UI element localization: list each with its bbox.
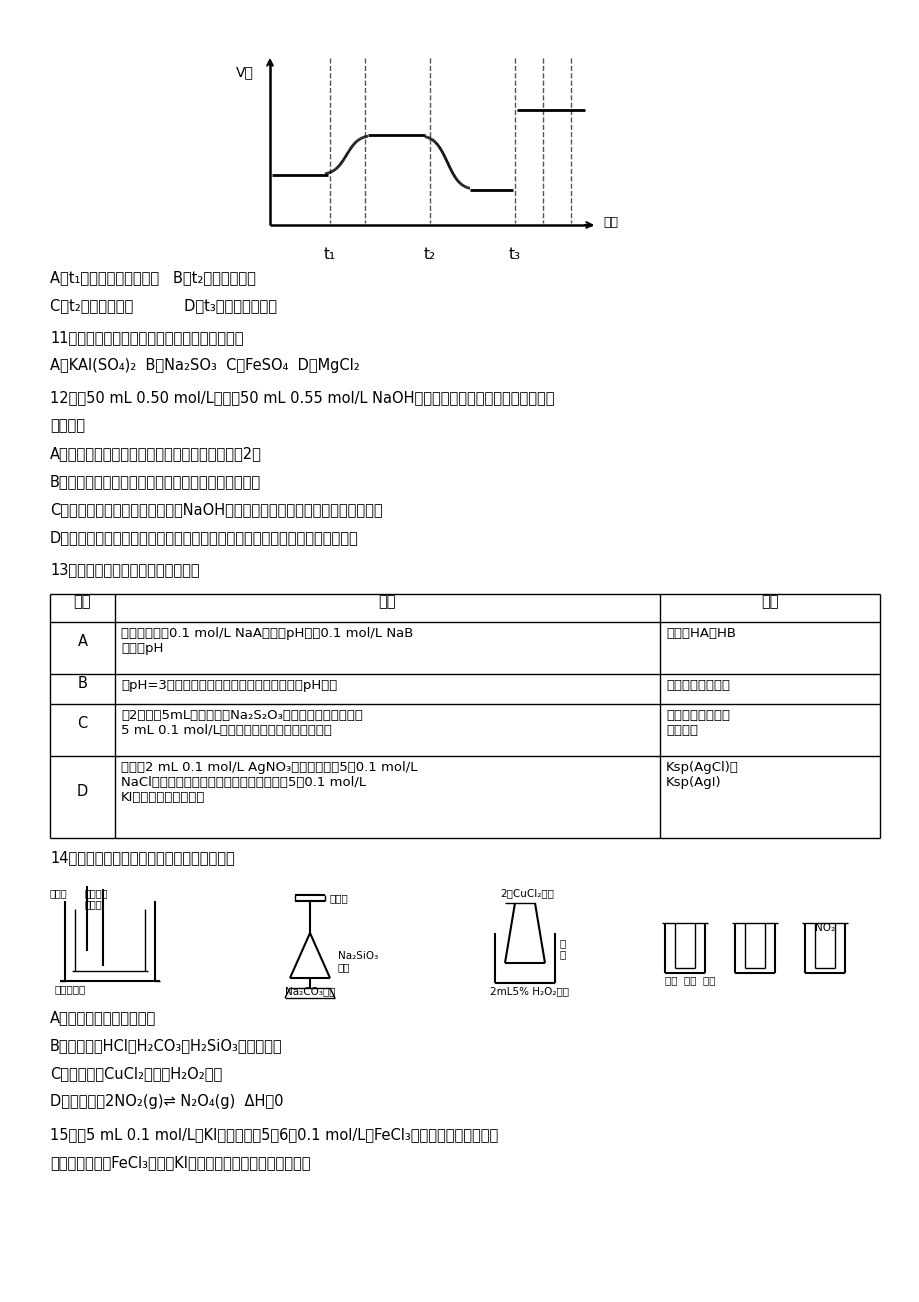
Text: A: A <box>77 634 87 650</box>
Text: 向盛有2 mL 0.1 mol/L AgNO₃的试管中滴加5滴0.1 mol/L
NaCl溶液，出现白色沉淀；再往试管中滴加5滴0.1 mol/L
KI溶液，出: 向盛有2 mL 0.1 mol/L AgNO₃的试管中滴加5滴0.1 mol/L… <box>121 760 417 805</box>
Text: A、甲：进行中和热的测定: A、甲：进行中和热的测定 <box>50 1010 156 1025</box>
Text: 正确的是: 正确的是 <box>50 418 85 434</box>
Text: D: D <box>77 784 88 798</box>
Text: D、丁：验证2NO₂(g)⇌ N₂O₄(g)  ΔH＜0: D、丁：验证2NO₂(g)⇌ N₂O₄(g) ΔH＜0 <box>50 1094 283 1109</box>
Text: 13、下列由实验得出的结论正确的是: 13、下列由实验得出的结论正确的是 <box>50 562 199 577</box>
Text: B: B <box>77 676 87 690</box>
Text: 14、下列图中的实验方案能达到实验目的的是: 14、下列图中的实验方案能达到实验目的的是 <box>50 850 234 865</box>
Text: A、KAl(SO₄)₂  B、Na₂SO₃  C、FeSO₄  D、MgCl₂: A、KAl(SO₄)₂ B、Na₂SO₃ C、FeSO₄ D、MgCl₂ <box>50 358 359 372</box>
Text: Na₂CO₃固体: Na₂CO₃固体 <box>285 986 335 996</box>
Text: t₃: t₃ <box>508 247 520 262</box>
Text: A、t₁时增大了生成物浓度   B、t₂时降低了温度: A、t₁时增大了生成物浓度 B、t₂时降低了温度 <box>50 270 255 285</box>
Text: 探究浓度对反应速
率的影响: 探究浓度对反应速 率的影响 <box>665 710 729 737</box>
Text: B、大烧杯上若不盖硬纸板，测得的中和热数值会偏小: B、大烧杯上若不盖硬纸板，测得的中和热数值会偏小 <box>50 474 261 490</box>
Text: Na₂SiO₃
溶液: Na₂SiO₃ 溶液 <box>337 950 378 973</box>
Text: 实验: 实验 <box>379 595 396 609</box>
Text: C、t₂时减小了压强           D、t₃时使用了催化剂: C、t₂时减小了压强 D、t₃时使用了催化剂 <box>50 298 277 312</box>
Text: 15、向5 mL 0.1 mol/L的KI溶液中滴加5～6滴0.1 mol/L的FeCl₃溶液后，再进行下列实: 15、向5 mL 0.1 mol/L的KI溶液中滴加5～6滴0.1 mol/L的… <box>50 1128 498 1142</box>
Text: V正: V正 <box>236 65 254 79</box>
Text: 时间: 时间 <box>602 216 618 229</box>
Text: 酸性：HA＜HB: 酸性：HA＜HB <box>665 628 735 641</box>
Text: 温度计: 温度计 <box>50 888 68 898</box>
Text: NO₂: NO₂ <box>814 923 834 934</box>
Text: 12、用50 mL 0.50 mol/L盐酸与50 mL 0.55 mol/L NaOH溶液进行中和热测定实验，下列说法: 12、用50 mL 0.50 mol/L盐酸与50 mL 0.55 mol/L … <box>50 391 554 405</box>
Text: A、在测定中和热的过程中，需要测定并记录温度2次: A、在测定中和热的过程中，需要测定并记录温度2次 <box>50 447 262 461</box>
Text: 11、下列溶液在空气中蒸干后能得到原溶质的是: 11、下列溶液在空气中蒸干后能得到原溶质的是 <box>50 329 244 345</box>
Text: 常温下，测得0.1 mol/L NaA溶液的pH小于0.1 mol/L NaB
溶液的pH: 常温下，测得0.1 mol/L NaA溶液的pH小于0.1 mol/L NaB … <box>121 628 413 655</box>
Text: 验，其中可证明FeCl₃溶液和KI溶液的反应是可逆反应的实验是: 验，其中可证明FeCl₃溶液和KI溶液的反应是可逆反应的实验是 <box>50 1155 311 1170</box>
Text: 浓盐酸: 浓盐酸 <box>330 893 348 904</box>
Text: 向pH=3的醋酸溶液中，加入醋酸钠溶液，溶液pH增大: 向pH=3的醋酸溶液中，加入醋酸钠溶液，溶液pH增大 <box>121 680 337 691</box>
Text: 冰水  热水  常温: 冰水 热水 常温 <box>664 975 715 986</box>
Text: 结论: 结论 <box>760 595 777 609</box>
Text: t₁: t₁ <box>323 247 335 262</box>
Text: 醋酸钠溶液呈碱性: 醋酸钠溶液呈碱性 <box>665 680 729 691</box>
Text: 向2支盛有5mL不同浓度的Na₂S₂O₃溶液的试管中同时加入
5 mL 0.1 mol/L硫酸溶液，记录出现浑浊的时间: 向2支盛有5mL不同浓度的Na₂S₂O₃溶液的试管中同时加入 5 mL 0.1 … <box>121 710 362 737</box>
Text: 2滴CuCl₂溶液: 2滴CuCl₂溶液 <box>499 888 553 898</box>
Text: 2mL5% H₂O₂溶液: 2mL5% H₂O₂溶液 <box>490 986 568 996</box>
Text: 热
水: 热 水 <box>560 937 565 960</box>
Text: 环形铜丝
搅拌棒: 环形铜丝 搅拌棒 <box>85 888 108 910</box>
Text: C: C <box>77 716 87 732</box>
Text: 选项: 选项 <box>74 595 91 609</box>
Text: C、丙：验证CuCl₂能催化H₂O₂分解: C、丙：验证CuCl₂能催化H₂O₂分解 <box>50 1066 222 1081</box>
Text: t₂: t₂ <box>424 247 436 262</box>
Text: C、用相同浓度和体积的氨水代替NaOH溶液进行实验，测得的中和热数值会偏大: C、用相同浓度和体积的氨水代替NaOH溶液进行实验，测得的中和热数值会偏大 <box>50 503 382 517</box>
Text: B、乙：比较HCl、H₂CO₃和H₂SiO₃的酸性强弱: B、乙：比较HCl、H₂CO₃和H₂SiO₃的酸性强弱 <box>50 1038 282 1053</box>
Text: 碎泡沫塑料: 碎泡沫塑料 <box>55 984 86 993</box>
Text: Ksp(AgCl)＞
Ksp(AgI): Ksp(AgCl)＞ Ksp(AgI) <box>665 760 738 789</box>
Text: D、为防止液体溅出，酸碱混合时应将量筒中的溶液缓缓倒入烧杯中再慢慢搅拌: D、为防止液体溅出，酸碱混合时应将量筒中的溶液缓缓倒入烧杯中再慢慢搅拌 <box>50 530 358 546</box>
